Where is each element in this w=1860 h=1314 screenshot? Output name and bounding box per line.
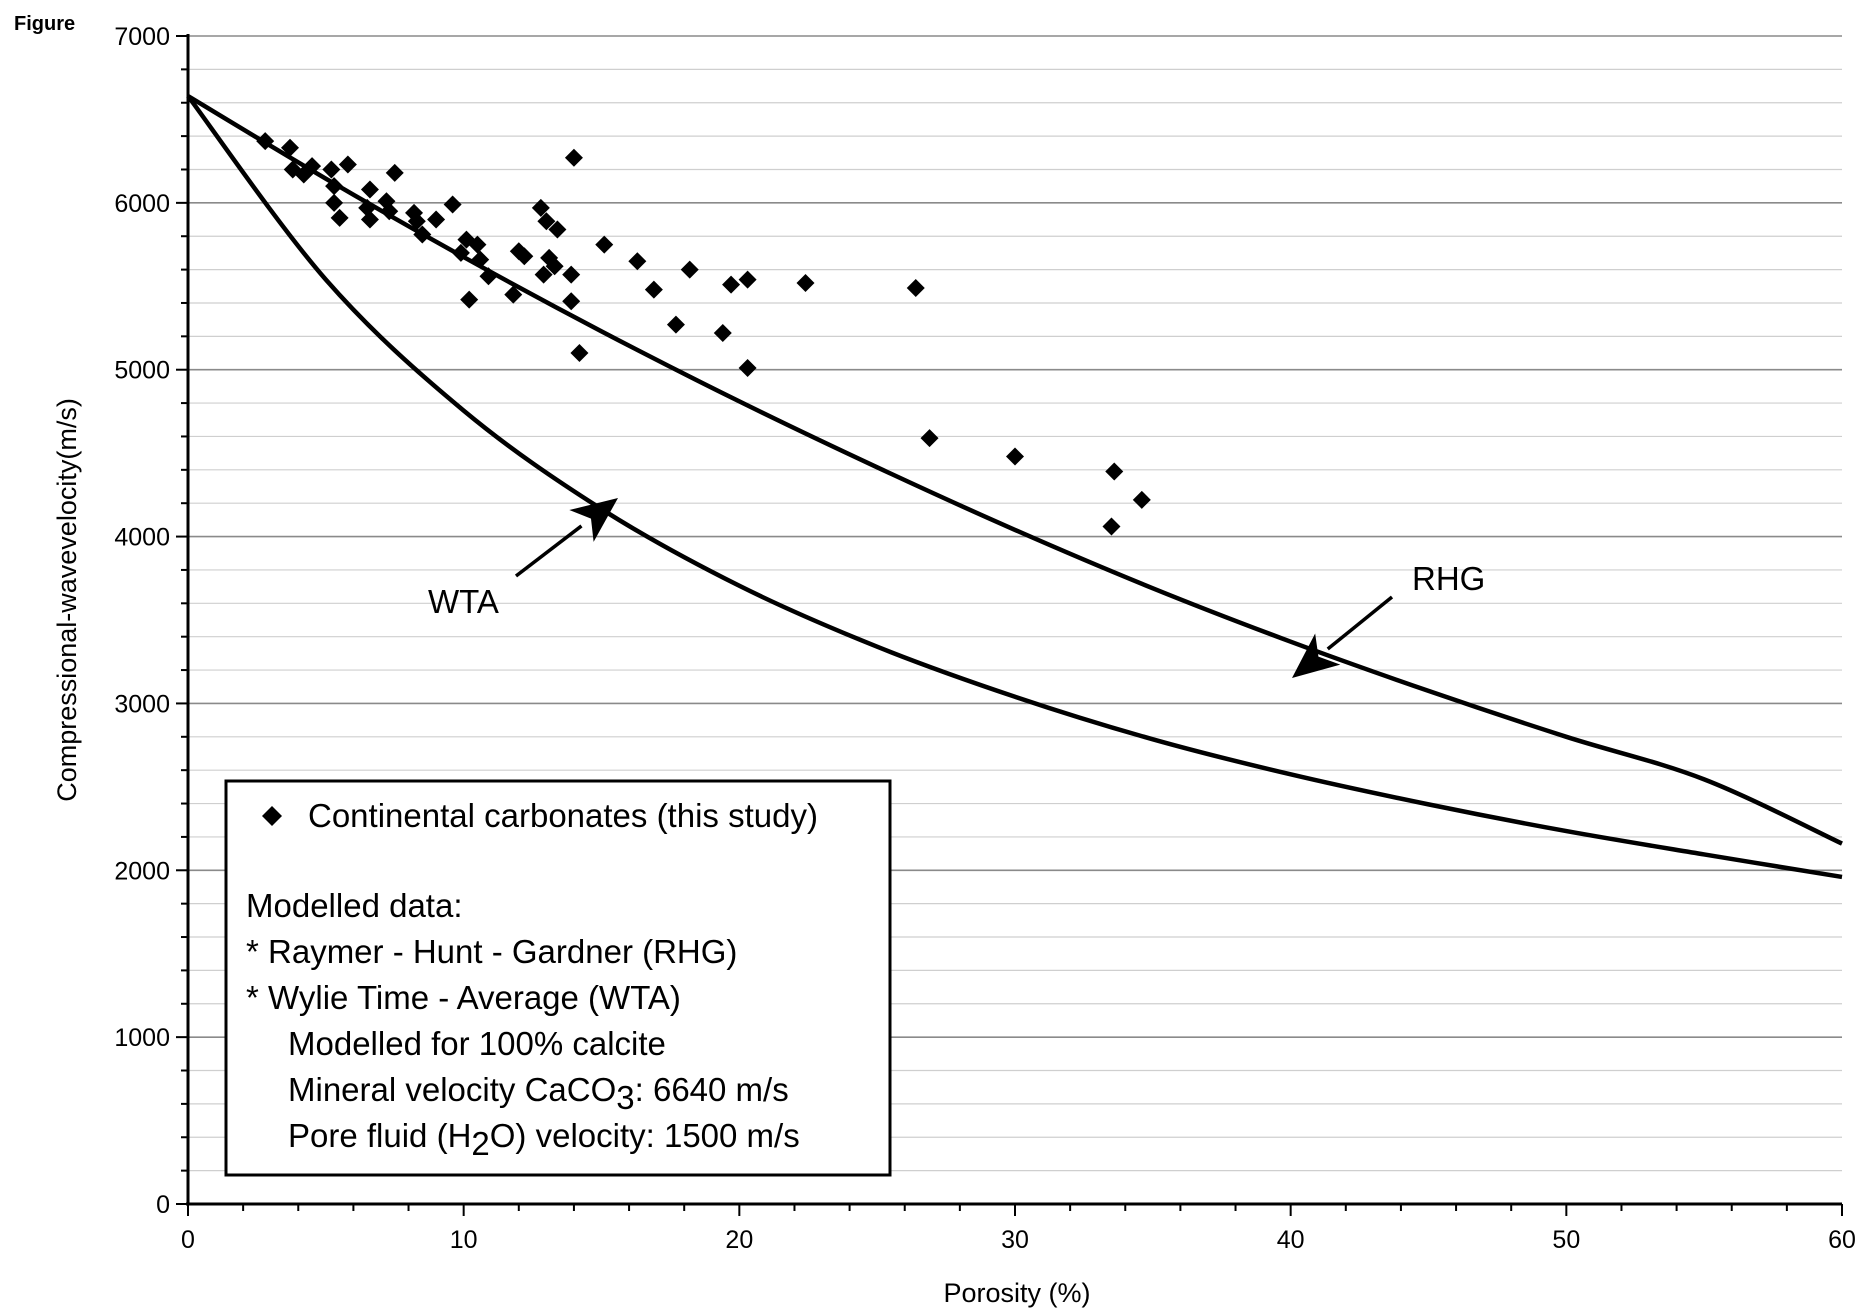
x-tick-label: 10 [450, 1226, 478, 1254]
annotations: WTA RHG [428, 498, 1485, 678]
arrow-shaft [514, 524, 583, 578]
data-point [564, 148, 583, 167]
legend: Continental carbonates (this study) Model… [224, 779, 892, 1177]
data-point [443, 195, 462, 214]
data-point [325, 177, 344, 196]
data-point [537, 212, 556, 231]
legend-line: * Wylie Time - Average (WTA) [246, 979, 681, 1016]
data-point [534, 265, 553, 284]
data-point [360, 180, 379, 199]
data-point [303, 157, 322, 176]
figure-label: Figure [14, 13, 75, 35]
data-point [504, 285, 523, 304]
legend-marker [262, 806, 282, 826]
data-point [920, 429, 939, 448]
y-tick-label: 0 [156, 1191, 170, 1219]
data-point [738, 270, 757, 289]
x-axis-title: Porosity (%) [943, 1278, 1090, 1308]
data-point [479, 267, 498, 286]
legend-text-span: Pore fluid (H [288, 1117, 471, 1154]
x-tick-label: 40 [1277, 1226, 1305, 1254]
y-tick-label: 1000 [114, 1024, 170, 1052]
data-point [515, 247, 534, 266]
y-tick-label: 4000 [114, 524, 170, 552]
data-points [256, 132, 1151, 536]
data-point [509, 242, 528, 261]
rhg-label: RHG [1412, 560, 1485, 597]
x-tick-label: 30 [1001, 1226, 1029, 1254]
y-axis-title: Compressional-wavevelocity(m/s) [52, 398, 82, 802]
arrow-head [1292, 633, 1341, 678]
arrow-shaft [1326, 595, 1394, 651]
data-point [680, 260, 699, 279]
data-point [562, 292, 581, 311]
data-point [322, 160, 341, 179]
data-point [562, 265, 581, 284]
data-point [471, 250, 490, 269]
legend-text-span: O) velocity: 1500 m/s [490, 1117, 800, 1154]
data-point [644, 280, 663, 299]
rhg-arrow [1292, 595, 1394, 678]
data-point [570, 344, 589, 363]
legend-line: Mineral velocity CaCO3: 6640 m/s [288, 1071, 789, 1116]
wta-label: WTA [428, 583, 499, 620]
x-tick-label: 60 [1828, 1226, 1856, 1254]
y-tick-label: 6000 [114, 190, 170, 218]
y-tick-label: 2000 [114, 857, 170, 885]
subscript: 2 [471, 1125, 489, 1162]
x-tick-label: 20 [725, 1226, 753, 1254]
legend-line: Modelled for 100% calcite [288, 1025, 666, 1062]
data-point [548, 220, 567, 239]
data-point [427, 210, 446, 229]
data-point [595, 235, 614, 254]
data-point [468, 235, 487, 254]
arrow-head [569, 498, 618, 542]
y-tick-label: 3000 [114, 690, 170, 718]
data-point [906, 278, 925, 297]
data-point [330, 208, 349, 227]
legend-line: Modelled data: [246, 887, 462, 924]
data-point [628, 252, 647, 271]
legend-line: Pore fluid (H2O) velocity: 1500 m/s [288, 1117, 800, 1162]
wta-curve [186, 94, 1843, 880]
legend-text-span: Mineral velocity CaCO [288, 1071, 616, 1108]
data-point [451, 243, 470, 262]
x-tick-label: 50 [1552, 1226, 1580, 1254]
data-point [338, 155, 357, 174]
data-point [256, 132, 275, 151]
data-point [531, 198, 550, 217]
legend-text-span: : 6640 m/s [635, 1071, 789, 1108]
data-point [413, 225, 432, 244]
data-point [460, 290, 479, 309]
data-point [1132, 490, 1151, 509]
data-point [407, 212, 426, 231]
data-point [360, 210, 379, 229]
axes: 0 1000 2000 3000 4000 5000 6000 7000 0 10 20 30 40 50… [52, 23, 1856, 1308]
data-point [1102, 517, 1121, 536]
wta-arrow [514, 498, 618, 578]
data-point [1105, 462, 1124, 481]
data-point [738, 359, 757, 378]
y-tick-label: 7000 [114, 23, 170, 51]
data-point [380, 202, 399, 221]
data-point [666, 315, 685, 334]
legend-label-carbonates: Continental carbonates (this study) [308, 797, 818, 834]
x-tick-label: 0 [181, 1226, 195, 1254]
legend-box [224, 779, 892, 1177]
data-point [325, 193, 344, 212]
data-point [796, 273, 815, 292]
subscript: 3 [616, 1079, 634, 1116]
data-point [545, 257, 564, 276]
y-tick-label: 5000 [114, 357, 170, 385]
data-point [1006, 447, 1024, 466]
data-point [722, 275, 741, 294]
data-point [385, 163, 404, 182]
data-point [713, 324, 732, 343]
legend-line: * Raymer - Hunt - Gardner (RHG) [246, 933, 737, 970]
data-point [280, 138, 299, 157]
